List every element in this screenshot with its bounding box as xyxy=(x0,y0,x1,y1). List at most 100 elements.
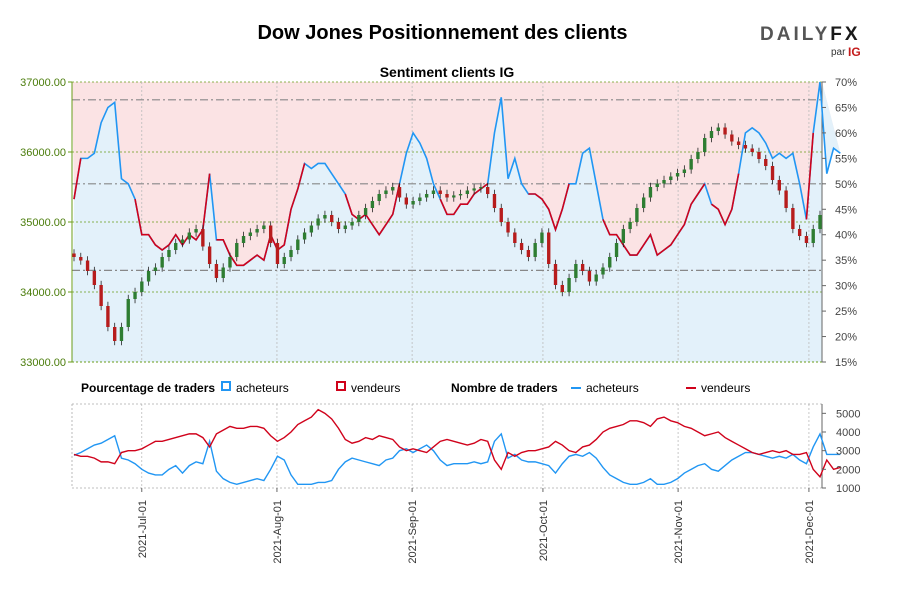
candle-body xyxy=(92,271,97,285)
legend-count-buyers-swatch xyxy=(571,387,581,389)
candle-body xyxy=(499,208,503,222)
sellers-area xyxy=(72,82,841,266)
legend-count-buyers: acheteurs xyxy=(586,381,639,395)
candle-body xyxy=(703,138,707,152)
candle-body xyxy=(235,243,239,257)
buyers-count-line xyxy=(73,432,841,485)
candle-body xyxy=(784,190,788,208)
candle-body xyxy=(418,197,422,201)
candle-body xyxy=(730,134,734,142)
sentiment-tick-label: 70% xyxy=(835,77,857,89)
candle-body xyxy=(452,195,456,198)
candle-body xyxy=(533,243,537,257)
legend-pct-buyers: acheteurs xyxy=(236,381,289,395)
candle-body xyxy=(486,187,490,194)
candle-body xyxy=(614,243,619,257)
candle-body xyxy=(316,218,320,226)
candle-body xyxy=(153,267,158,271)
chart-title: Dow Jones Positionnement des clients xyxy=(257,22,628,44)
candle-body xyxy=(187,232,191,240)
candle-body xyxy=(777,180,781,191)
chart-subtitle: Sentiment clients IG xyxy=(379,64,515,80)
candle-body xyxy=(370,201,375,208)
candle-body xyxy=(207,246,212,264)
legend-pct-sellers: vendeurs xyxy=(351,381,401,395)
candle-body xyxy=(560,285,564,292)
candle-body xyxy=(567,278,571,292)
candle-body xyxy=(540,232,544,243)
candle-body xyxy=(750,148,754,152)
candle-body xyxy=(384,190,388,194)
price-tick-label: 36000.00 xyxy=(20,147,66,159)
legend-pct-buyers-swatch xyxy=(221,381,231,391)
candle-body xyxy=(79,257,83,261)
sellers-percentage-line xyxy=(711,173,740,227)
candle-body xyxy=(343,225,347,229)
candle-body xyxy=(119,327,124,341)
candle-body xyxy=(669,176,673,180)
candle-body xyxy=(214,264,219,278)
candle-body xyxy=(716,127,720,131)
candle-body xyxy=(547,232,551,264)
candle-body xyxy=(377,194,381,201)
sellers-percentage-line xyxy=(602,183,706,257)
candle-body xyxy=(465,190,470,194)
candle-body xyxy=(323,215,327,219)
candle-body xyxy=(797,229,802,236)
candle-body xyxy=(99,285,103,306)
date-tick-label: 2021-Aug-01 xyxy=(272,500,284,564)
count-tick-label: 5000 xyxy=(836,408,860,420)
candle-body xyxy=(818,215,822,229)
candle-body xyxy=(506,222,510,233)
sentiment-tick-label: 30% xyxy=(835,281,857,293)
candle-body xyxy=(689,159,693,170)
price-tick-label: 37000.00 xyxy=(20,77,66,89)
date-tick-label: 2021-Sep-01 xyxy=(407,500,419,564)
candle-body xyxy=(445,194,449,198)
sellers-count-line xyxy=(73,408,841,479)
candle-body xyxy=(357,215,361,222)
sellers-percentage-line xyxy=(439,183,489,216)
candle-body xyxy=(641,197,646,208)
candle-body xyxy=(282,257,286,264)
candle-body xyxy=(519,243,524,250)
sellers-percentage-line xyxy=(134,173,211,252)
date-tick-label: 2021-Jul-01 xyxy=(137,500,149,558)
legend-count-sellers: vendeurs xyxy=(701,381,751,395)
legend-count-sellers-swatch xyxy=(686,387,696,389)
candle-body xyxy=(289,250,293,257)
candle-body xyxy=(696,152,700,159)
price-tick-label: 35000.00 xyxy=(20,217,66,229)
candle-body xyxy=(241,236,246,243)
candle-body xyxy=(580,264,585,271)
candle-body xyxy=(248,232,253,236)
candle-body xyxy=(180,239,185,243)
candle-body xyxy=(174,243,178,250)
sentiment-tick-label: 25% xyxy=(835,306,857,318)
sentiment-tick-label: 50% xyxy=(835,179,857,191)
candle-body xyxy=(330,215,334,222)
candle-body xyxy=(655,183,659,187)
sentiment-tick-label: 35% xyxy=(835,255,857,267)
sellers-percentage-line xyxy=(344,183,401,237)
candle-body xyxy=(709,131,714,138)
candle-body xyxy=(255,229,259,233)
candle-body xyxy=(811,229,815,243)
candle-body xyxy=(458,194,463,196)
price-tick-label: 34000.00 xyxy=(20,287,66,299)
candle-body xyxy=(106,306,110,327)
sellers-percentage-line xyxy=(805,132,815,220)
candle-body xyxy=(648,187,653,198)
candle-body xyxy=(723,127,727,135)
candle-body xyxy=(397,187,402,198)
candle-body xyxy=(594,274,598,282)
sentiment-tick-label: 55% xyxy=(835,153,857,165)
sentiment-tick-label: 40% xyxy=(835,230,857,242)
candle-body xyxy=(363,208,368,215)
candle-body xyxy=(336,222,341,229)
candle-body xyxy=(411,201,415,205)
dailyfx-logo: DAILYFX par IG xyxy=(760,24,870,64)
candle-body xyxy=(85,260,90,271)
candle-body xyxy=(757,152,761,159)
count-tick-label: 3000 xyxy=(836,446,860,458)
